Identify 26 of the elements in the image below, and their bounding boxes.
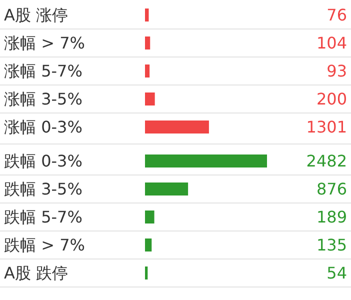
data-label: 104 — [316, 34, 347, 53]
data-label: 189 — [316, 208, 347, 227]
bar — [145, 36, 150, 50]
y-tick-label: A股 涨停 — [4, 6, 68, 25]
data-label: 76 — [326, 6, 347, 25]
data-label: 200 — [316, 90, 347, 109]
bar — [145, 266, 148, 280]
data-label: 1301 — [306, 118, 347, 137]
y-tick-label: 涨幅 0-3% — [4, 118, 82, 137]
y-tick-label: 涨幅 > 7% — [4, 34, 85, 53]
y-tick-label: 跌幅 > 7% — [4, 236, 85, 255]
bar — [145, 8, 149, 22]
data-label: 2482 — [306, 152, 347, 171]
data-label: 93 — [326, 62, 347, 81]
y-tick-label: 涨幅 5-7% — [4, 62, 82, 81]
y-tick-label: A股 跌停 — [4, 264, 68, 283]
y-tick-label: 涨幅 3-5% — [4, 90, 82, 109]
data-label: 876 — [316, 180, 347, 199]
data-label: 54 — [326, 264, 347, 283]
y-tick-label: 跌幅 3-5% — [4, 180, 82, 199]
y-tick-label: 跌幅 5-7% — [4, 208, 82, 227]
bar — [145, 210, 154, 224]
data-label: 135 — [316, 236, 347, 255]
bar — [145, 238, 152, 252]
bar — [145, 64, 150, 78]
y-tick-label: 跌幅 0-3% — [4, 152, 82, 171]
